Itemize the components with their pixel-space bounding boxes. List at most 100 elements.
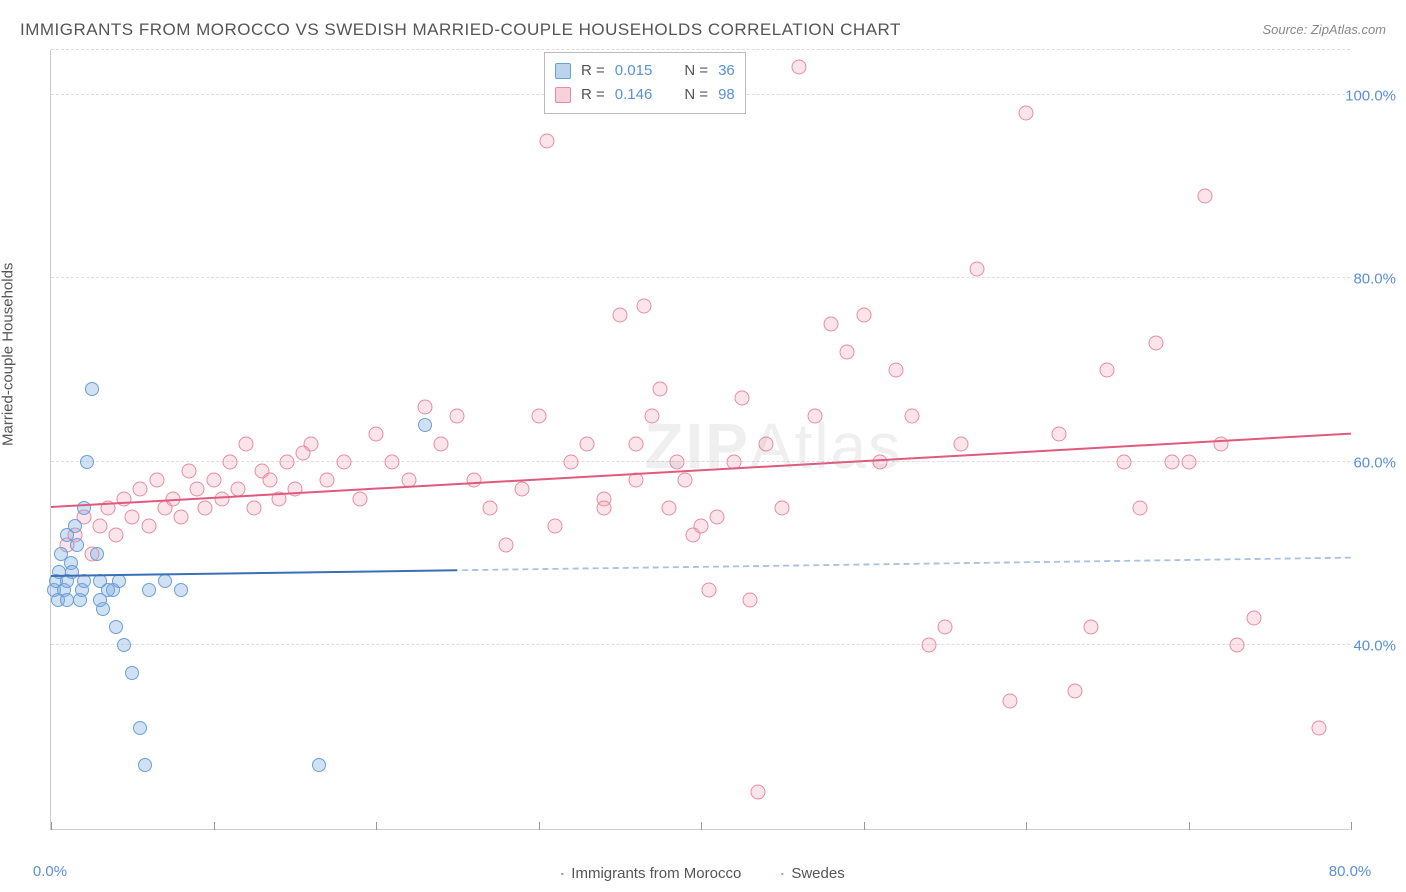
data-point: [239, 436, 254, 451]
data-point: [263, 473, 278, 488]
r-value: 0.015: [615, 59, 653, 83]
legend-stats-box: R =0.015N =36R =0.146N =98: [544, 52, 746, 114]
data-point: [791, 60, 806, 75]
data-point: [182, 464, 197, 479]
data-point: [158, 574, 172, 588]
data-point: [637, 298, 652, 313]
x-tick: [864, 822, 865, 830]
x-tick: [214, 822, 215, 830]
data-point: [1230, 638, 1245, 653]
data-point: [905, 409, 920, 424]
n-value: 36: [718, 59, 735, 83]
data-point: [734, 390, 749, 405]
data-point: [1019, 106, 1034, 121]
data-point: [112, 574, 126, 588]
data-point: [434, 436, 449, 451]
data-point: [93, 593, 107, 607]
data-point: [125, 666, 139, 680]
data-point: [596, 500, 611, 515]
data-point: [759, 436, 774, 451]
data-point: [677, 473, 692, 488]
data-point: [1165, 454, 1180, 469]
n-label: N =: [684, 83, 708, 107]
n-label: N =: [684, 59, 708, 83]
data-point: [141, 519, 156, 534]
swatch-icon: [561, 873, 563, 875]
data-point: [710, 510, 725, 525]
legend-label: Swedes: [791, 865, 844, 882]
data-point: [1149, 335, 1164, 350]
data-point: [1100, 363, 1115, 378]
data-point: [775, 500, 790, 515]
gridline: [51, 461, 1350, 462]
x-tick-label: 80.0%: [1329, 863, 1372, 880]
data-point: [125, 510, 140, 525]
data-point: [92, 519, 107, 534]
chart-title: IMMIGRANTS FROM MOROCCO VS SWEDISH MARRI…: [20, 20, 901, 40]
data-point: [417, 399, 432, 414]
data-point: [70, 538, 84, 552]
legend-stats-row: R = 0.015 N = 36: [555, 59, 735, 83]
data-point: [109, 528, 124, 543]
legend-label: Immigrants from Morocco: [571, 865, 741, 882]
data-point: [742, 592, 757, 607]
data-point: [1116, 454, 1131, 469]
data-point: [564, 454, 579, 469]
y-tick-label: 100.0%: [1345, 87, 1396, 104]
data-point: [68, 519, 82, 533]
source-label: Source: ZipAtlas.com: [1262, 22, 1386, 37]
data-point: [750, 785, 765, 800]
data-point: [872, 454, 887, 469]
data-point: [133, 721, 147, 735]
data-point: [336, 454, 351, 469]
r-label: R =: [581, 83, 605, 107]
data-point: [320, 473, 335, 488]
legend-item-morocco: Immigrants from Morocco: [561, 865, 741, 882]
data-point: [547, 519, 562, 534]
data-point: [1214, 436, 1229, 451]
gridline: [51, 277, 1350, 278]
data-point: [840, 344, 855, 359]
data-point: [138, 758, 152, 772]
plot-area: [50, 50, 1350, 830]
y-tick-label: 80.0%: [1353, 271, 1396, 288]
data-point: [629, 436, 644, 451]
data-point: [954, 436, 969, 451]
data-point: [653, 381, 668, 396]
data-point: [133, 482, 148, 497]
y-tick-label: 40.0%: [1353, 638, 1396, 655]
data-point: [889, 363, 904, 378]
x-tick: [539, 822, 540, 830]
data-point: [117, 638, 131, 652]
data-point: [661, 500, 676, 515]
data-point: [287, 482, 302, 497]
legend-bottom: Immigrants from Morocco Swedes: [561, 865, 844, 882]
data-point: [702, 583, 717, 598]
data-point: [482, 500, 497, 515]
x-tick: [1189, 822, 1190, 830]
x-tick: [1026, 822, 1027, 830]
data-point: [369, 427, 384, 442]
data-point: [385, 454, 400, 469]
data-point: [1067, 684, 1082, 699]
data-point: [90, 547, 104, 561]
data-point: [1051, 427, 1066, 442]
data-point: [645, 409, 660, 424]
data-point: [222, 454, 237, 469]
data-point: [1311, 721, 1326, 736]
x-tick: [1351, 822, 1352, 830]
data-point: [206, 473, 221, 488]
data-point: [80, 455, 94, 469]
swatch-icon: [555, 63, 571, 79]
data-point: [466, 473, 481, 488]
r-label: R =: [581, 59, 605, 83]
data-point: [174, 583, 188, 597]
data-point: [921, 638, 936, 653]
data-point: [937, 620, 952, 635]
data-point: [856, 308, 871, 323]
data-point: [418, 418, 432, 432]
legend-item-swedes: Swedes: [781, 865, 844, 882]
y-tick-label: 60.0%: [1353, 454, 1396, 471]
n-value: 98: [718, 83, 735, 107]
data-point: [198, 500, 213, 515]
